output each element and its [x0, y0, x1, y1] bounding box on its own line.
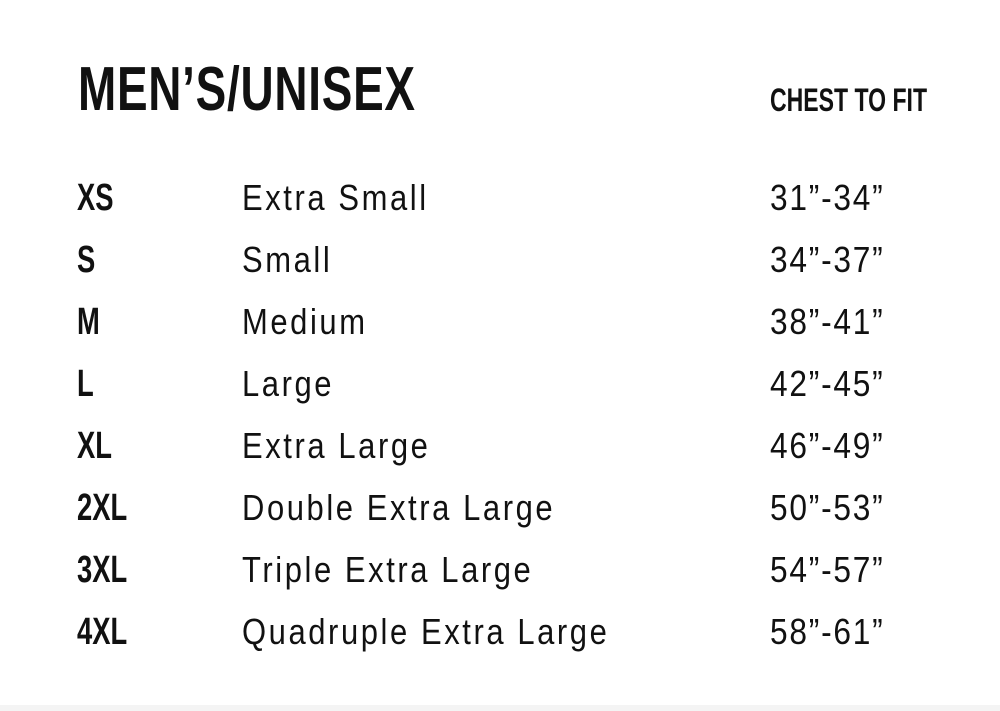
size-name: Triple Extra Large [242, 549, 534, 590]
size-code: M [77, 301, 100, 343]
page-title: MEN’S/UNISEX [78, 55, 416, 124]
size-row: 2XL Double Extra Large 50”-53” [0, 486, 1000, 536]
size-name: Double Extra Large [242, 487, 556, 528]
size-row: S Small 34”-37” [0, 238, 1000, 288]
size-name: Medium [242, 301, 368, 342]
size-row: 4XL Quadruple Extra Large 58”-61” [0, 610, 1000, 660]
size-row: M Medium 38”-41” [0, 300, 1000, 350]
chest-measurement: 31”-34” [770, 177, 885, 218]
size-code: 3XL [77, 549, 128, 591]
size-code: 4XL [77, 611, 128, 653]
size-name: Extra Large [242, 425, 431, 466]
size-row: L Large 42”-45” [0, 362, 1000, 412]
size-name: Quadruple Extra Large [242, 611, 610, 652]
chest-measurement: 54”-57” [770, 549, 885, 590]
chest-column-header: CHEST TO FIT [770, 82, 928, 118]
size-row: 3XL Triple Extra Large 54”-57” [0, 548, 1000, 598]
size-code: S [77, 239, 96, 281]
size-code: L [77, 363, 94, 405]
chest-measurement: 58”-61” [770, 611, 885, 652]
size-name: Large [242, 363, 335, 404]
size-code: XS [77, 177, 114, 219]
size-name: Extra Small [242, 177, 429, 218]
chest-measurement: 38”-41” [770, 301, 885, 342]
size-row: XL Extra Large 46”-49” [0, 424, 1000, 474]
chest-measurement: 34”-37” [770, 239, 885, 280]
size-code: XL [77, 425, 112, 467]
size-code: 2XL [77, 487, 128, 529]
chest-measurement: 50”-53” [770, 487, 885, 528]
chest-measurement: 46”-49” [770, 425, 885, 466]
size-row: XS Extra Small 31”-34” [0, 176, 1000, 226]
size-name: Small [242, 239, 333, 280]
chest-measurement: 42”-45” [770, 363, 885, 404]
footer-divider [0, 705, 1000, 711]
